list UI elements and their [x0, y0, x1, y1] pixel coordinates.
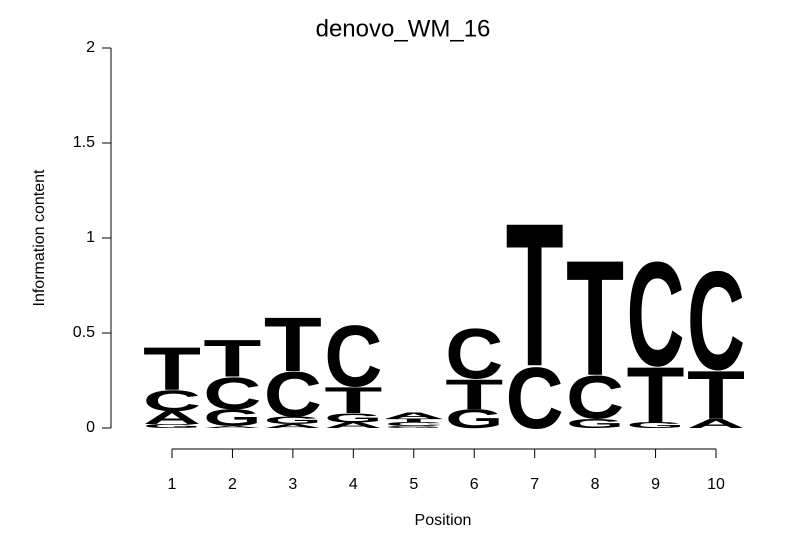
- chart-title: denovo_WM_16: [316, 15, 491, 42]
- x-tick-label: 5: [409, 476, 418, 493]
- letter: C: [385, 421, 443, 427]
- x-tick-label: 4: [349, 476, 358, 493]
- y-tick-label: 0.5: [73, 324, 95, 341]
- letter: T: [324, 380, 382, 421]
- letter: C: [566, 364, 624, 432]
- x-tick-label: 9: [651, 476, 660, 493]
- letter: T: [687, 356, 745, 433]
- letter: T: [627, 351, 685, 440]
- letter: G: [627, 421, 685, 430]
- x-tick-label: 1: [168, 476, 177, 493]
- x-tick-label: 6: [470, 476, 479, 493]
- x-tick-label: 7: [530, 476, 539, 493]
- letter: A: [324, 421, 382, 430]
- y-tick-label: 1.5: [73, 134, 95, 151]
- letter: A: [264, 423, 322, 429]
- letter: C: [203, 368, 261, 419]
- letter: A: [687, 416, 745, 431]
- letter: A: [203, 426, 261, 429]
- x-tick-label: 2: [228, 476, 237, 493]
- y-tick-label: 0: [86, 419, 95, 436]
- y-tick-label: 1: [86, 229, 95, 246]
- letter: G: [566, 416, 624, 431]
- x-tick-label: 10: [707, 476, 725, 493]
- letter: C: [143, 384, 201, 417]
- letter: A: [385, 411, 443, 420]
- letter: T: [566, 227, 624, 411]
- y-axis-label: Information content: [31, 169, 48, 307]
- letter: T: [264, 302, 322, 387]
- letter: T: [143, 335, 201, 403]
- letter: G: [264, 415, 322, 427]
- x-axis-label: Position: [415, 512, 472, 529]
- letter: G: [324, 411, 382, 426]
- letter: G: [203, 405, 261, 432]
- x-tick-label: 8: [591, 476, 600, 493]
- letter: A: [143, 408, 201, 429]
- letter: C: [264, 359, 322, 430]
- letter: G: [143, 423, 201, 429]
- letter: G: [385, 426, 443, 429]
- letter: T: [445, 370, 503, 418]
- letter: T: [203, 329, 261, 388]
- letter: T: [506, 181, 564, 409]
- letter: C: [324, 307, 382, 405]
- letter: C: [627, 232, 685, 397]
- letter: C: [445, 315, 503, 395]
- letter: T: [385, 418, 443, 424]
- letter: C: [506, 349, 564, 447]
- letter: G: [445, 404, 503, 434]
- x-tick-label: 3: [288, 476, 297, 493]
- letter: C: [687, 243, 745, 400]
- y-tick-label: 2: [86, 39, 95, 56]
